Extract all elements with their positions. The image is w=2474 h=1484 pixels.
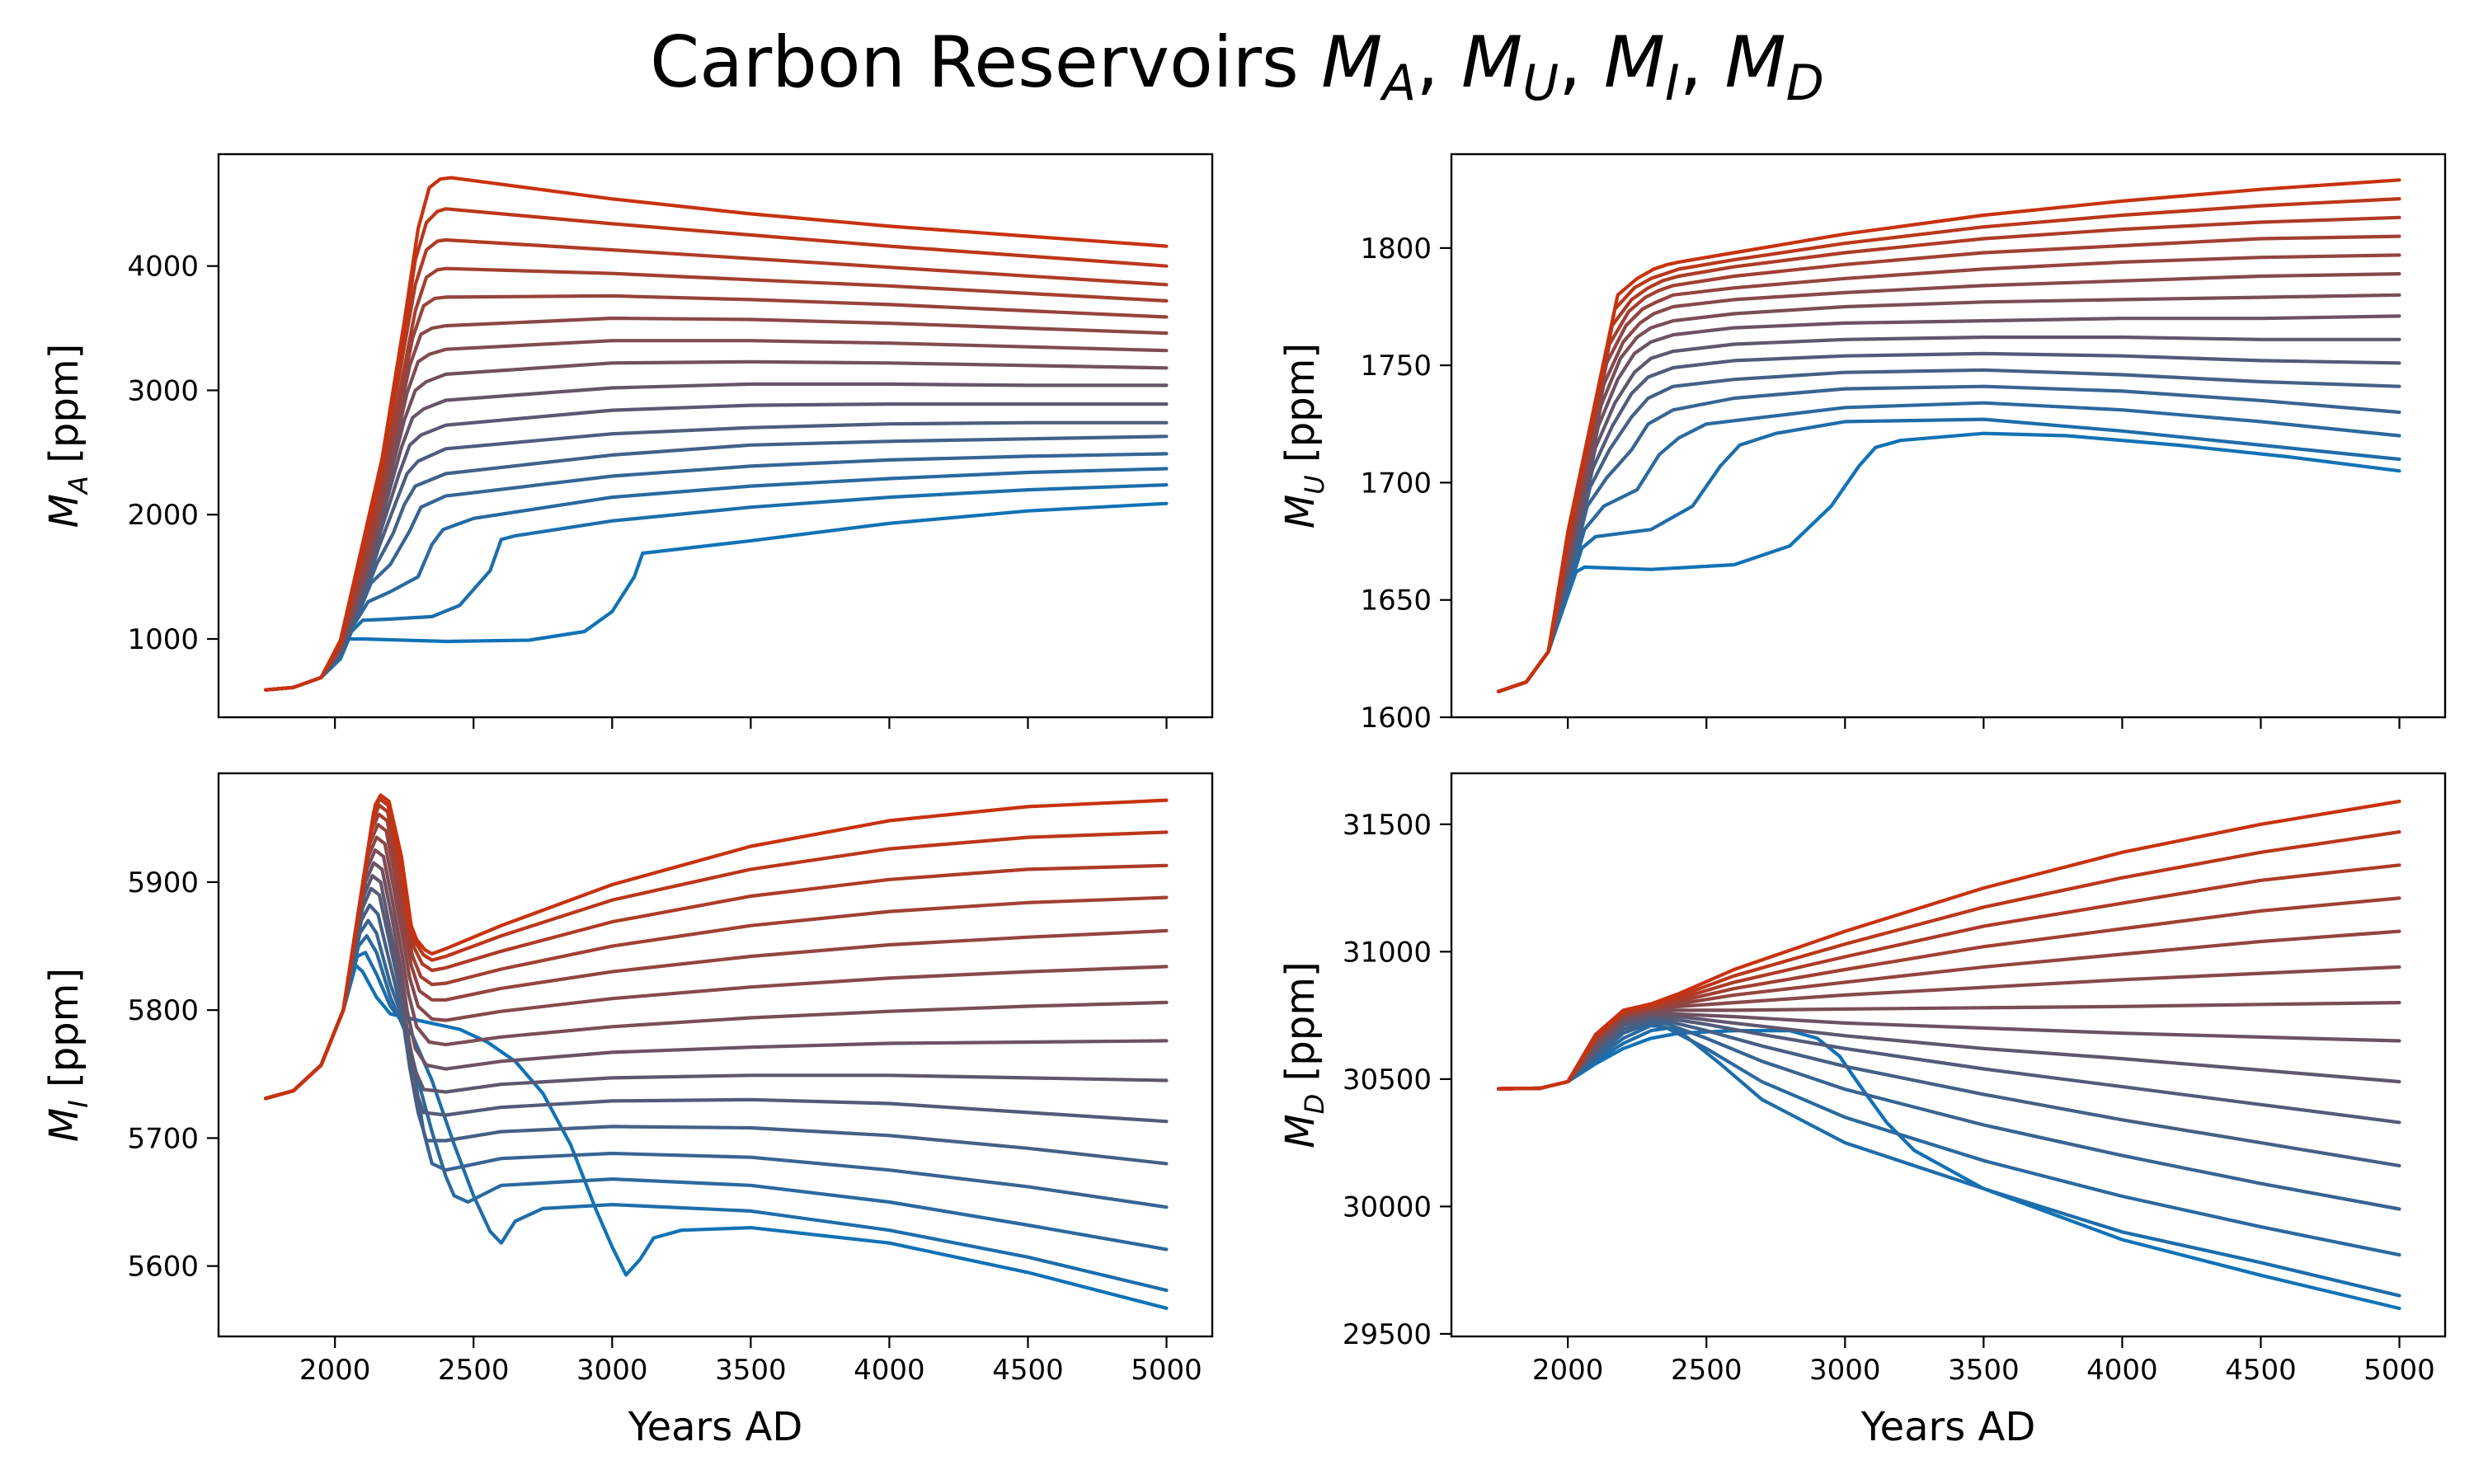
title-sep: ,: [1416, 21, 1461, 104]
series-line-3: [264, 467, 1169, 692]
y-axis-label: MI [ppm]: [41, 968, 94, 1142]
x-tick-label: 4000: [854, 1354, 925, 1387]
series-line-5: [1497, 1018, 2401, 1167]
series-line-5: [264, 434, 1169, 692]
y-tick-label: 5800: [127, 994, 199, 1027]
series-line-4: [1497, 384, 2401, 693]
title-var: M: [1321, 21, 1382, 104]
title-var-sub: D: [1786, 54, 1824, 112]
y-tick-label: 5600: [127, 1251, 199, 1284]
axes-frame: [217, 772, 1214, 1338]
panel-md: 2000 2500 3000 3500 4000 4500 5000 29500 30000 30…: [1277, 772, 2447, 1450]
y-axis-var: M: [41, 1108, 87, 1142]
series-line-2: [1497, 417, 2401, 693]
series-group: [264, 176, 1169, 692]
series-line-1: [1497, 1029, 2401, 1311]
series-line-2: [1497, 1026, 2401, 1298]
title-var-sub: I: [1665, 54, 1680, 112]
y-axis-label: MD [ppm]: [1277, 961, 1330, 1148]
series-line-1: [1497, 431, 2401, 693]
title-var-sub: U: [1522, 54, 1559, 112]
x-tick-label: 2500: [438, 1354, 510, 1387]
y-tick-label: 2000: [127, 499, 199, 532]
y-axis-unit: [ppm]: [1277, 343, 1324, 475]
y-axis-var: M: [1277, 1114, 1324, 1148]
series-line-13: [264, 266, 1169, 692]
x-tick-label: 2000: [299, 1354, 371, 1387]
series-line-4: [1497, 1021, 2401, 1211]
series-line-3: [1497, 1023, 2401, 1257]
x-tick-label: 3000: [576, 1354, 648, 1387]
y-axis-unit: [ppm]: [41, 968, 87, 1100]
title-sep: ,: [1559, 21, 1604, 104]
y-tick-label: 1750: [1360, 350, 1432, 383]
title-var: M: [1604, 21, 1665, 104]
y-axis-unit: [ppm]: [41, 344, 87, 476]
series-line-6: [264, 420, 1169, 692]
axes-frame: [1450, 153, 2447, 719]
x-tick-label: 3000: [1809, 1354, 1881, 1387]
y-tick-label: 3000: [127, 374, 199, 407]
y-tick-label: 1600: [1360, 702, 1432, 735]
y-axis-unit: [ppm]: [1277, 961, 1324, 1093]
x-tick-label: 2500: [1671, 1354, 1743, 1387]
y-axis-label: MU [ppm]: [1277, 343, 1330, 528]
x-tick-label: 4000: [2086, 1354, 2158, 1387]
y-axis-var: M: [1277, 495, 1324, 528]
y-tick-label: 29500: [1343, 1318, 1432, 1351]
y-axis-var-sub: A: [63, 476, 94, 495]
panel-mu: 1600 1650 1700 1750 1800 MU [ppm]: [1277, 153, 2447, 735]
y-tick-label: 1800: [1360, 232, 1432, 265]
title-var: M: [1461, 21, 1522, 104]
x-tick-label: 3500: [715, 1354, 787, 1387]
y-axis-var-sub: U: [1299, 475, 1330, 494]
panel-mi: 2000 2500 3000 3500 4000 4500 5000 5600 5700 5800…: [41, 772, 1214, 1450]
x-axis-label: Years AD: [1860, 1404, 2036, 1450]
x-tick-label: 3500: [1948, 1354, 2020, 1387]
x-tick-label: 5000: [1131, 1354, 1202, 1387]
panel-ma: 1000 2000 3000 4000 MA [ppm]: [41, 153, 1214, 729]
title-var-sub: A: [1379, 54, 1416, 112]
title-var: M: [1724, 21, 1785, 104]
title-sep: ,: [1680, 21, 1725, 104]
series-line-12: [1497, 896, 2401, 1091]
y-tick-label: 5900: [127, 866, 199, 899]
series-group: [1497, 178, 2401, 693]
y-tick-label: 30500: [1343, 1064, 1432, 1097]
y-axis-var-sub: I: [63, 1100, 94, 1107]
y-tick-label: 31500: [1343, 809, 1432, 842]
x-tick-label: 4500: [992, 1354, 1064, 1387]
y-tick-label: 1650: [1360, 585, 1432, 618]
y-tick-label: 1700: [1360, 467, 1432, 500]
series-group: [1497, 799, 2401, 1311]
series-line-14: [1497, 830, 2401, 1091]
x-axis-label: Years AD: [628, 1404, 803, 1450]
y-tick-label: 5700: [127, 1122, 199, 1155]
title-text: Carbon Reservoirs: [650, 21, 1321, 104]
y-tick-label: 30000: [1343, 1190, 1432, 1223]
y-axis-label: MA [ppm]: [41, 344, 94, 528]
axes-frame: [1450, 772, 2447, 1338]
series-line-15: [1497, 799, 2401, 1091]
y-tick-label: 1000: [127, 623, 199, 656]
figure-title: Carbon Reservoirs MA, MU, MI, MD: [650, 21, 1824, 112]
axes-frame: [217, 153, 1214, 719]
series-line-15: [1497, 178, 2401, 693]
y-tick-label: 31000: [1343, 936, 1432, 969]
x-tick-label: 5000: [2363, 1354, 2435, 1387]
y-axis-var: M: [41, 494, 87, 528]
series-line-1: [264, 501, 1169, 692]
x-tick-label: 2000: [1532, 1354, 1604, 1387]
series-group: [264, 793, 1169, 1310]
y-tick-label: 4000: [127, 251, 199, 284]
series-line-15: [264, 793, 1169, 1101]
x-tick-label: 4500: [2225, 1354, 2297, 1387]
series-line-16: [264, 176, 1169, 692]
y-axis-var-sub: D: [1299, 1094, 1330, 1115]
